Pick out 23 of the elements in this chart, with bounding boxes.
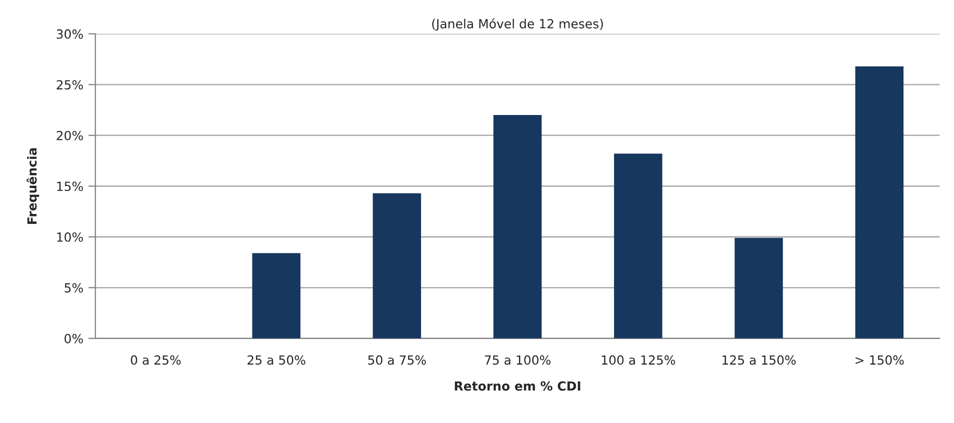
x-tick-label: 125 a 150% [722,355,796,365]
y-tick-label: 15% [57,182,83,192]
y-tick-label: 30% [56,29,83,39]
y-tick-label: 5% [64,283,83,293]
bar [372,193,422,338]
bar [493,115,542,338]
bar [252,253,300,338]
x-tick-label: 50 a 75% [368,355,426,365]
x-tick-label: > 150% [856,355,904,365]
bar [855,66,904,338]
x-tick-label: 0 a 25% [130,355,181,365]
y-tick-label: 20% [56,130,83,140]
x-tick-label: 75 a 100% [484,355,550,365]
chart-subtitle: (Janela Móvel de 12 meses) [432,18,603,31]
y-tick-label: 25% [56,80,83,90]
x-axis-title: Retorno em % CDI [454,381,580,391]
bar [734,238,783,338]
y-axis-title: Frequência [26,148,40,224]
x-tick-label: 100 a 125% [602,355,676,365]
y-tick-label: 10% [57,232,83,242]
bar [614,154,662,338]
y-tick-label: 0% [64,334,83,344]
x-tick-label: 25 a 50% [248,355,306,365]
